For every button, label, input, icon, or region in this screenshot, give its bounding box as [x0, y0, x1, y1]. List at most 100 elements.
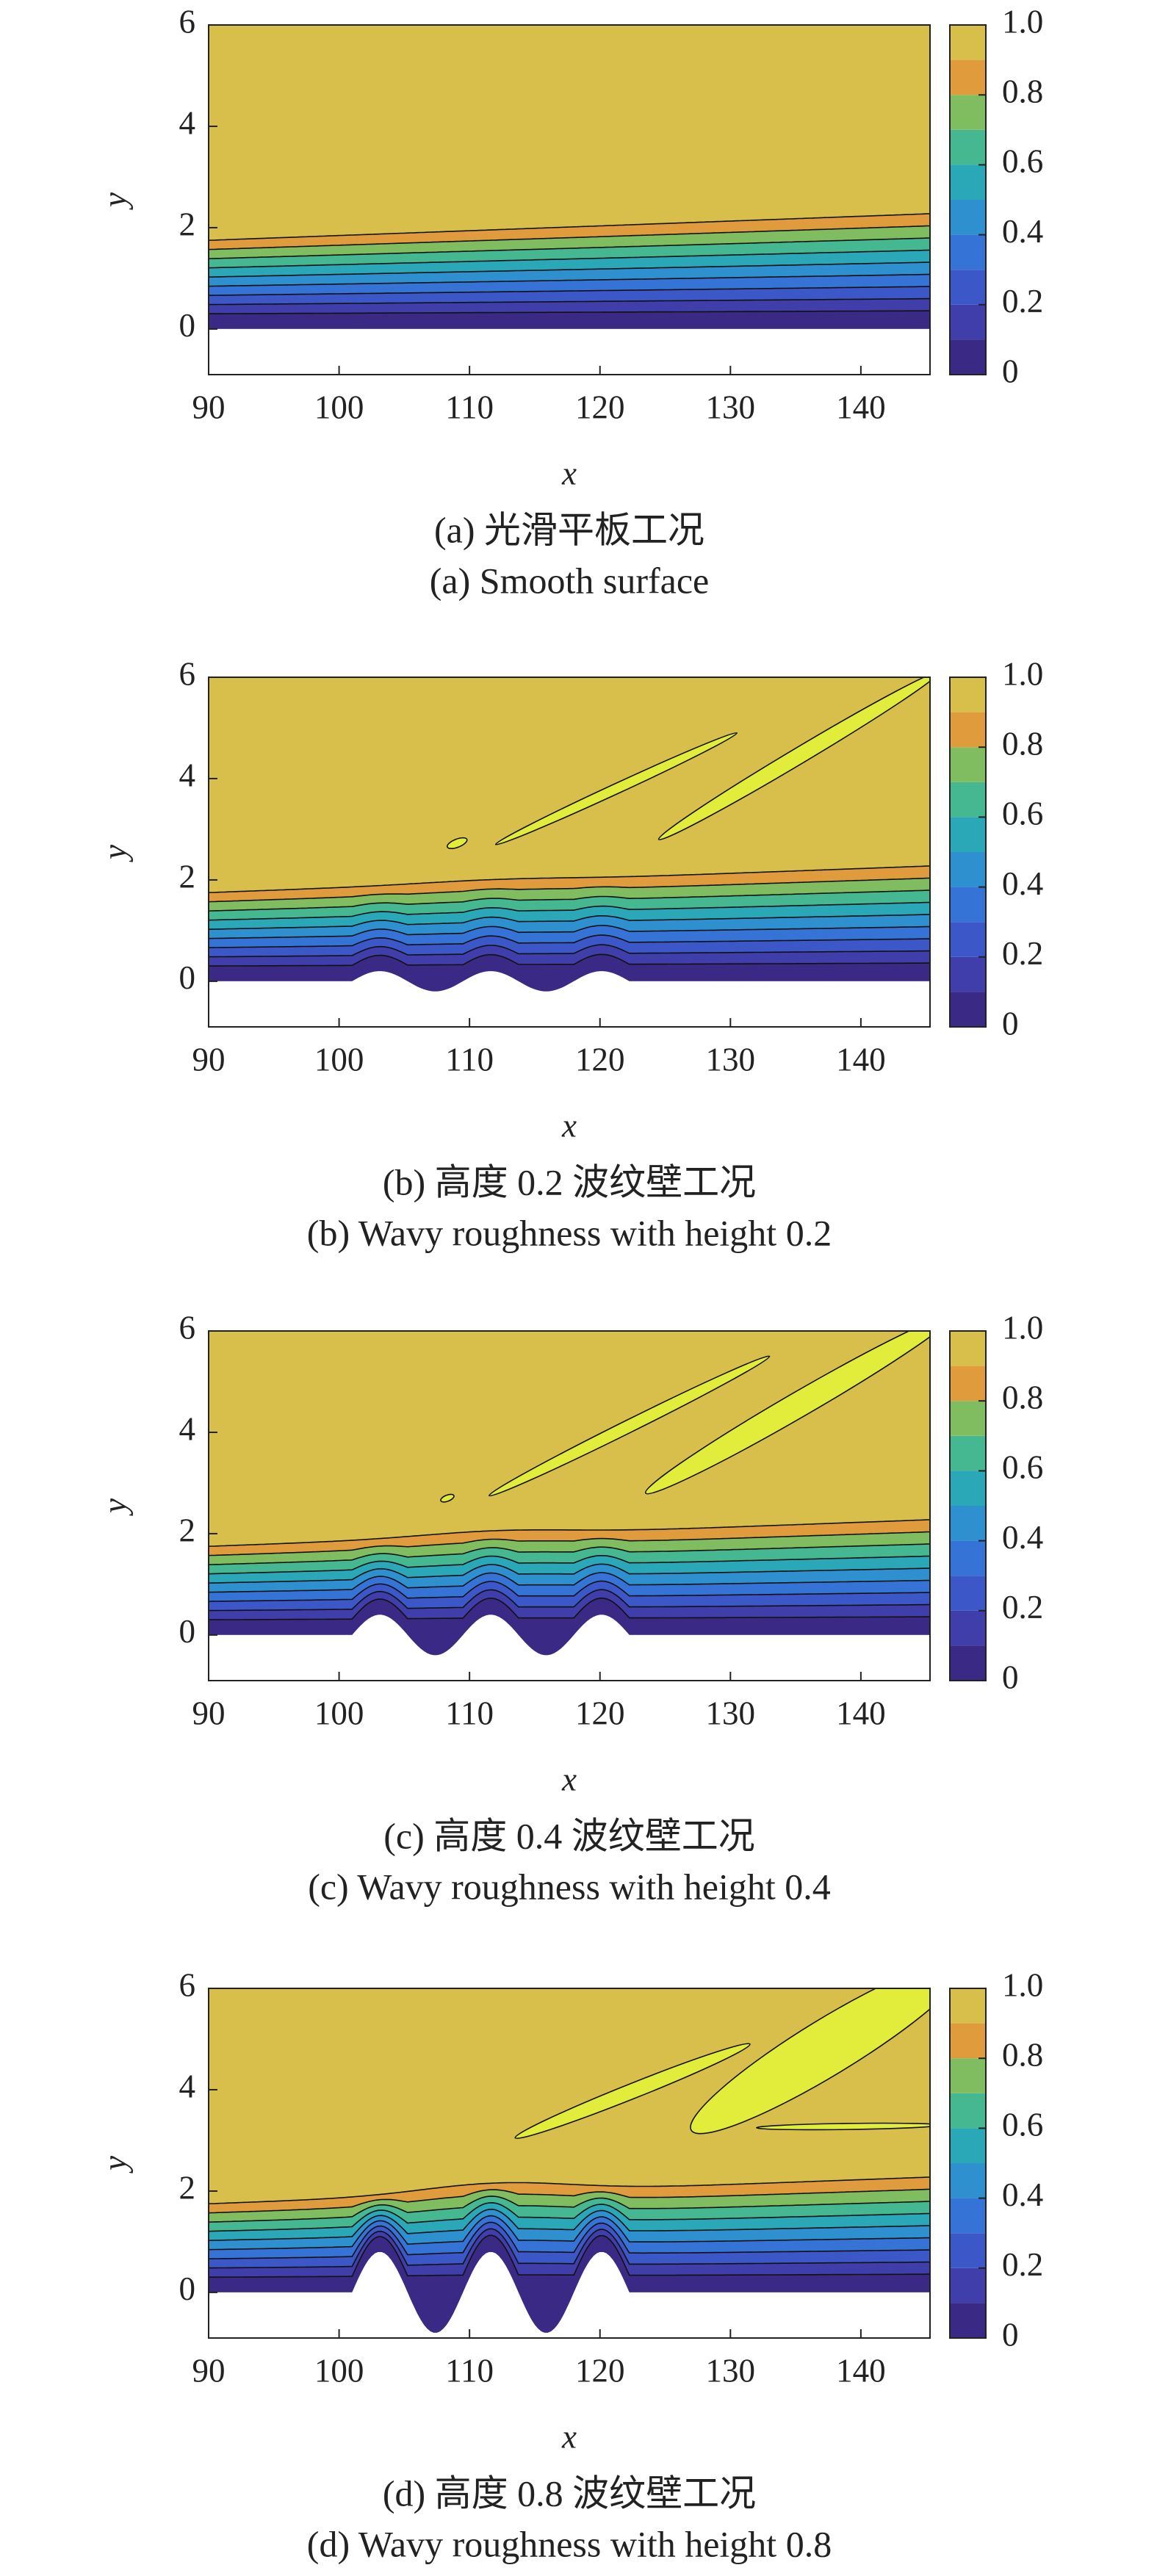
plot-frame: [208, 1330, 931, 1681]
x-tick-label: 140: [836, 389, 886, 425]
colorbar-cell: [950, 747, 986, 782]
colorbar-cell: [950, 339, 986, 375]
contour-line: [209, 890, 930, 912]
contour-line: [209, 286, 930, 296]
caption-en: (a) Smooth surface: [430, 560, 709, 601]
y-tick-label: 6: [179, 1309, 196, 1346]
contour-line: [209, 914, 930, 931]
y-tick-label: 0: [179, 959, 196, 996]
contour-line: [209, 310, 930, 314]
contour-band: [209, 1590, 930, 1620]
colorbar-tick-label: 0.4: [1002, 213, 1043, 250]
contour-band: [209, 1555, 930, 1584]
colorbar-cell: [950, 129, 986, 165]
y-tick-label: 0: [179, 1613, 196, 1650]
colorbar-tick-label: 0: [1002, 1005, 1019, 1042]
colorbar-cell: [950, 2233, 986, 2268]
y-tick-label: 0: [179, 307, 196, 344]
contour-band: [209, 250, 930, 278]
contour-field: [209, 1988, 930, 2338]
y-tick-label: 4: [179, 104, 196, 141]
y-tick-label: 6: [179, 1966, 196, 2003]
contour-band: [209, 914, 930, 939]
colorbar-cell: [950, 1610, 986, 1646]
contour-band: [209, 902, 930, 930]
contour-band: [209, 1598, 930, 1656]
colorbar-cell: [950, 1435, 986, 1471]
colorbar-cell: [950, 2163, 986, 2198]
colorbar-cell: [950, 2058, 986, 2093]
streak: [657, 677, 930, 840]
contour-line: [209, 2234, 930, 2278]
colorbar-cell: [950, 782, 986, 818]
caption-en: (d) Wavy roughness with height 0.8: [307, 2523, 832, 2564]
contour-band: [209, 925, 930, 948]
contour-band: [209, 274, 930, 296]
colorbar-cell: [950, 817, 986, 852]
contour-line: [209, 2215, 930, 2251]
plot-frame: [208, 677, 931, 1028]
contour-line: [209, 2176, 930, 2205]
y-tick-label: 4: [179, 757, 196, 793]
colorbar-tick-label: 0.4: [1002, 2176, 1043, 2213]
colorbar-cell: [950, 992, 986, 1027]
contour-line: [209, 1580, 930, 1602]
colorbar-cell: [950, 165, 986, 200]
contour-band: [209, 945, 930, 967]
colorbar-tick-label: 0.6: [1002, 795, 1043, 832]
colorbar-cell: [950, 2267, 986, 2303]
y-axis-label: y: [96, 2156, 133, 2173]
colorbar-tick-label: 0.8: [1002, 2037, 1043, 2074]
x-tick-label: 120: [575, 389, 625, 425]
x-tick-label: 130: [706, 1695, 756, 1731]
colorbar-cell: [950, 712, 986, 748]
contour-band: [209, 226, 930, 259]
colorbar-tick-label: 0.4: [1002, 865, 1043, 902]
contour-line: [209, 865, 930, 894]
colorbar-cell: [950, 234, 986, 270]
x-tick-label: 100: [314, 1695, 364, 1731]
wall-region: [209, 328, 930, 375]
x-tick-label: 110: [445, 1695, 494, 1731]
contour-band: [209, 2222, 930, 2268]
caption-en: (b) Wavy roughness with height 0.2: [307, 1212, 832, 1253]
colorbar-tick-label: 0.8: [1002, 1379, 1043, 1416]
colorbar-cell: [950, 887, 986, 923]
contour-band: [209, 2209, 930, 2250]
colorbar-cell: [950, 270, 986, 305]
streak: [690, 1988, 930, 2135]
caption-cn: (a) 光滑平板工况: [434, 509, 704, 550]
x-tick-label: 140: [836, 1695, 886, 1731]
colorbar-cell: [950, 2023, 986, 2059]
colorbar-frame: [949, 677, 987, 1028]
caption-cn: (b) 高度 0.2 波纹壁工况: [383, 1161, 756, 1202]
colorbar-cell: [950, 1365, 986, 1401]
contour-line: [209, 934, 930, 948]
colorbar-frame: [949, 24, 987, 375]
colorbar-cell: [950, 852, 986, 887]
contour-line: [209, 2228, 930, 2269]
contour-band: [209, 2196, 930, 2232]
x-tick-label: 130: [706, 389, 756, 425]
contour-band: [209, 1531, 930, 1565]
wall-region: [209, 1614, 930, 1681]
colorbar-cell: [950, 1576, 986, 1611]
streak: [494, 732, 738, 845]
contour-line: [209, 877, 930, 903]
contour-line: [209, 225, 930, 250]
contour-field: [209, 677, 930, 1027]
colorbar-cell: [950, 677, 986, 712]
x-tick-label: 120: [575, 1695, 625, 1731]
x-tick-label: 100: [314, 389, 364, 425]
y-axis-label: y: [96, 1498, 133, 1516]
colorbar-cell: [950, 2128, 986, 2163]
colorbar-cell: [950, 1540, 986, 1576]
colorbar-cell: [950, 200, 986, 235]
colorbar-frame: [949, 1988, 987, 2339]
y-tick-label: 2: [179, 858, 196, 895]
contour-band: [209, 954, 930, 992]
wall-region: [209, 971, 930, 1027]
x-axis-label: x: [561, 455, 577, 491]
contour-line: [209, 273, 930, 287]
colorbar-tick-label: 0: [1002, 2316, 1019, 2353]
